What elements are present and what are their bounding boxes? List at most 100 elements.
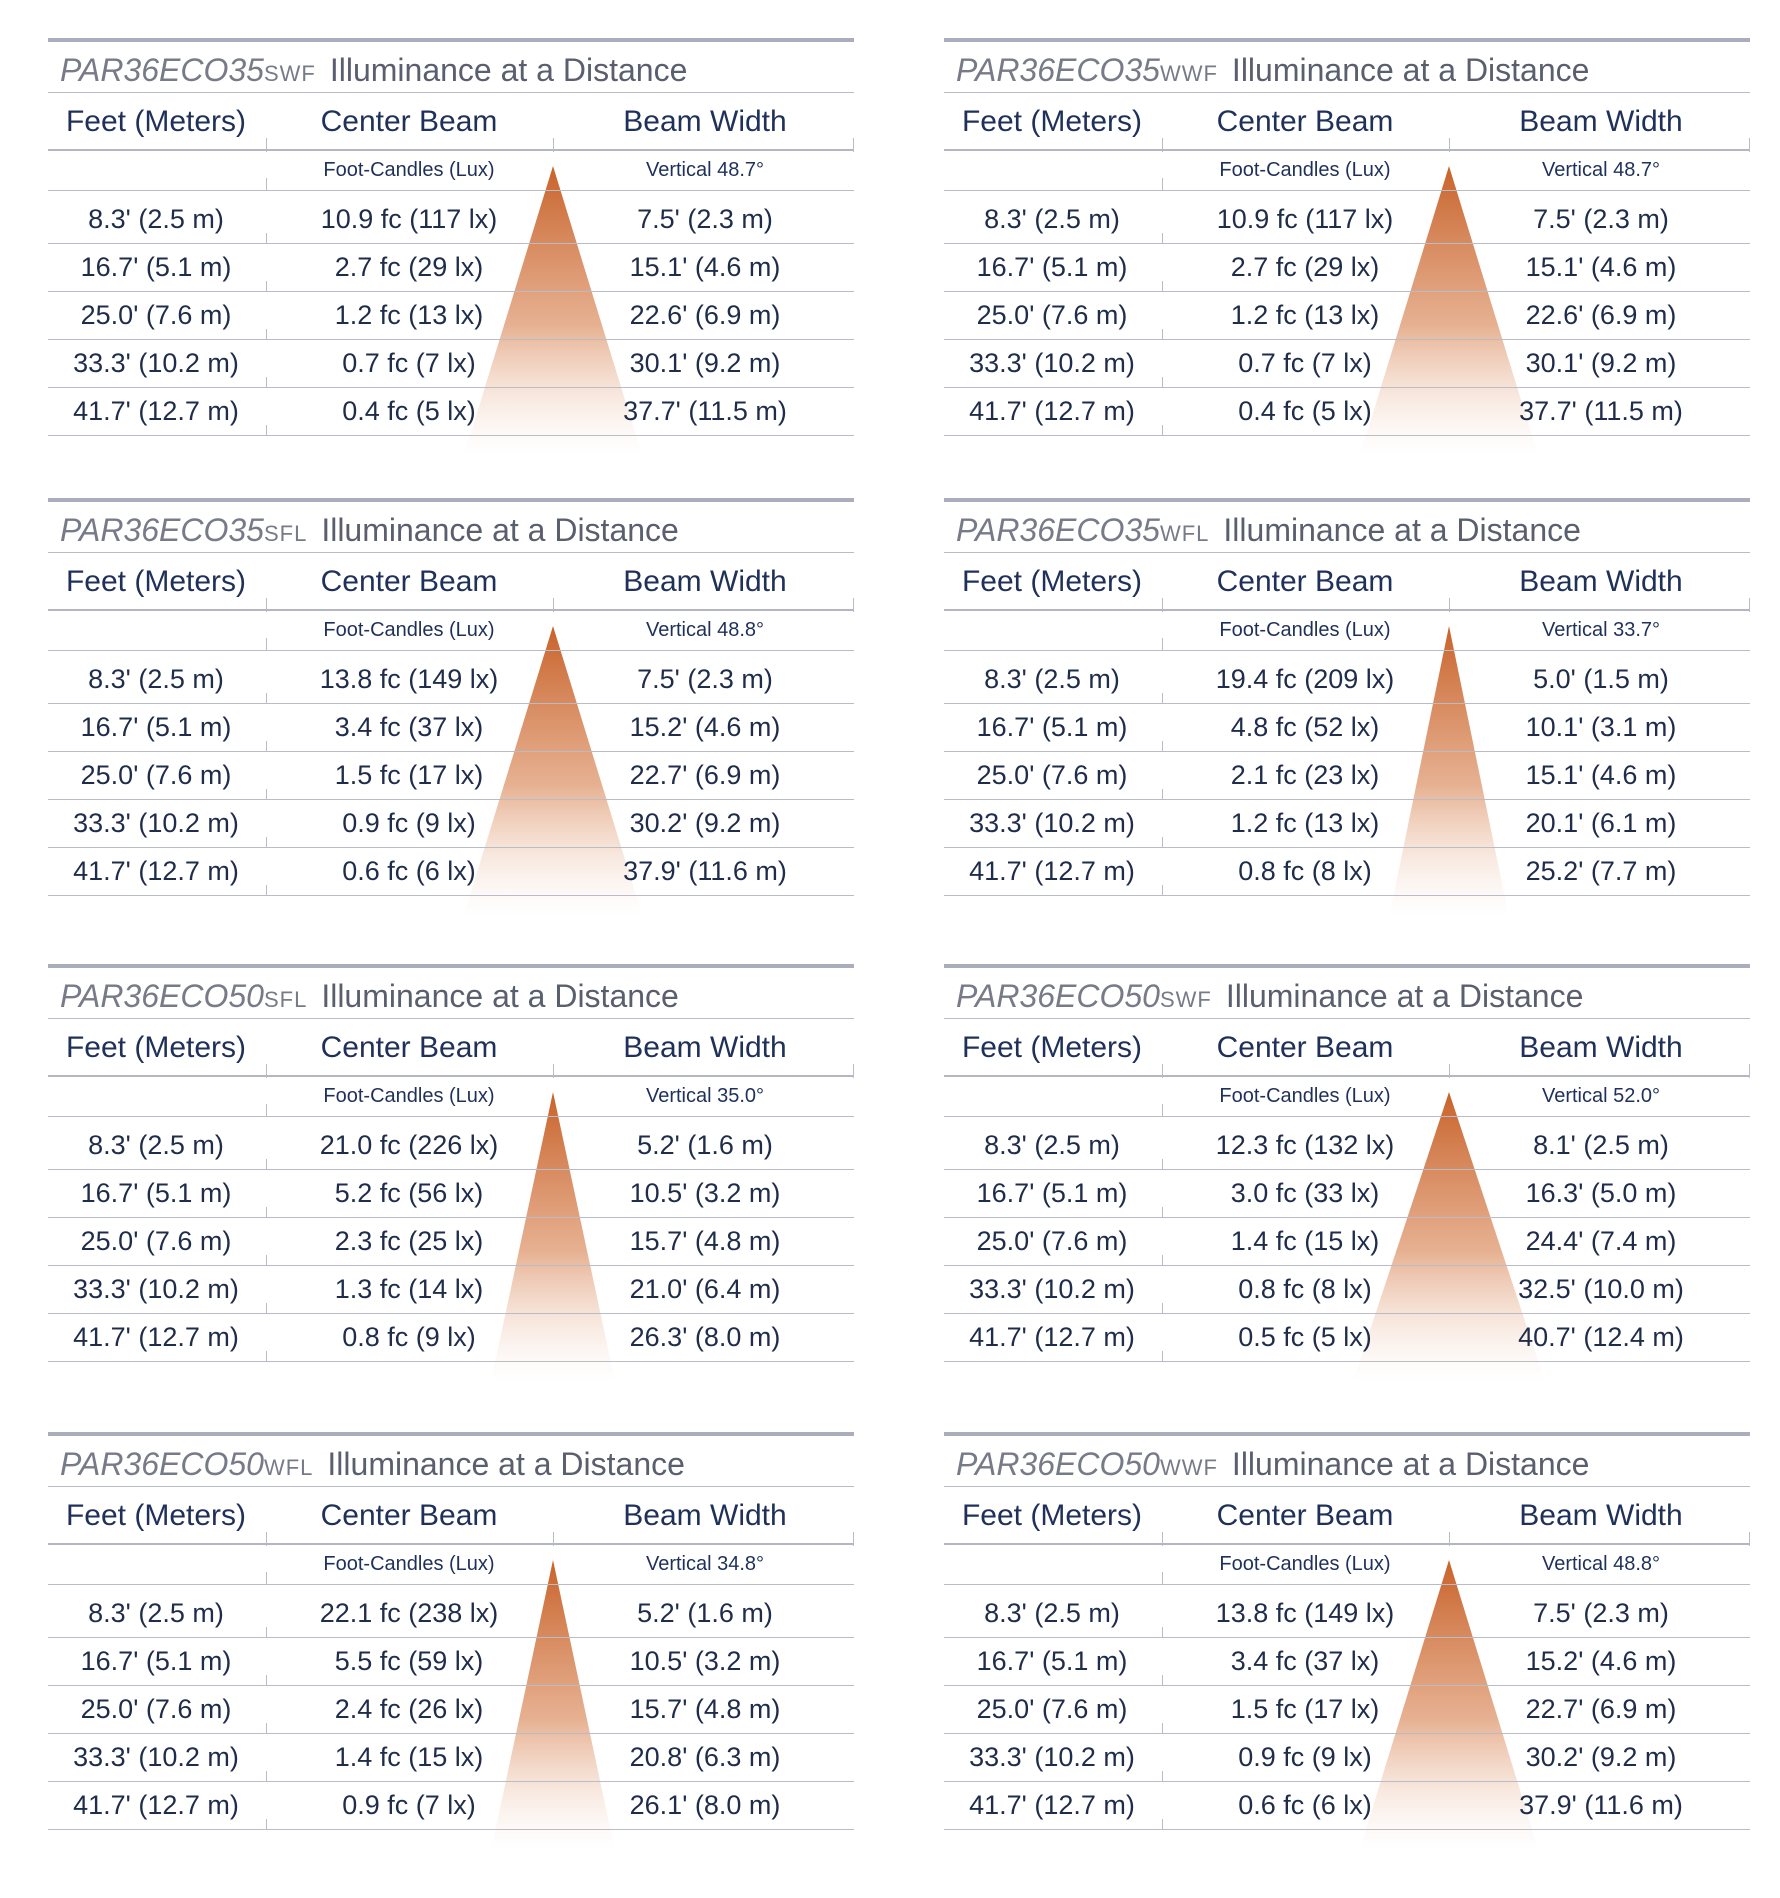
row-rule [48, 799, 854, 800]
column-divider [1162, 377, 1163, 387]
panel-top-rule [48, 38, 854, 42]
column-divider [1162, 1627, 1163, 1637]
header-rule [48, 1075, 854, 1077]
column-divider [266, 1064, 267, 1078]
column-divider [1162, 425, 1163, 435]
header-distance: Feet (Meters) [961, 105, 1143, 138]
illuminance-panel: PAR36ECO35WFL Illuminance at a Distance F… [944, 498, 1750, 920]
column-divider [266, 1351, 267, 1361]
row-rule [944, 799, 1750, 800]
column-divider [1162, 741, 1163, 751]
header-rule [944, 149, 1750, 151]
column-divider [1162, 1572, 1163, 1584]
title-rule [944, 1486, 1750, 1487]
column-divider [266, 1255, 267, 1265]
illuminance-panel: PAR36ECO35SWF Illuminance at a Distance F… [48, 38, 854, 460]
center-beam-cell: 0.7 fc (7 lx) [342, 348, 476, 378]
distance-cell: 16.7' (5.1 m) [80, 712, 232, 742]
distance-cell: 41.7' (12.7 m) [73, 1790, 239, 1820]
beam-width-cell: 26.3' (8.0 m) [629, 1322, 781, 1352]
column-divider [266, 1207, 267, 1217]
column-divider [266, 1532, 267, 1546]
row-rule [944, 387, 1750, 388]
distance-cell: 16.7' (5.1 m) [976, 252, 1128, 282]
row-rule [944, 1733, 1750, 1734]
beam-width-cell: 30.2' (9.2 m) [629, 808, 781, 838]
row-rule [944, 1217, 1750, 1218]
column-divider [1162, 1303, 1163, 1313]
column-divider [1162, 1532, 1163, 1546]
beam-width-cell: 5.2' (1.6 m) [637, 1598, 773, 1628]
beam-width-cell: 10.5' (3.2 m) [629, 1178, 781, 1208]
center-beam-cell: 13.8 fc (149 lx) [1215, 1598, 1395, 1628]
panel-top-rule [944, 964, 1750, 968]
beam-width-cell: 15.7' (4.8 m) [629, 1226, 781, 1256]
beam-width-cell: 37.9' (11.6 m) [1519, 1790, 1683, 1820]
row-rule [48, 243, 854, 244]
row-rule [48, 1265, 854, 1266]
column-divider [266, 138, 267, 152]
panel-title: PAR36ECO50WWF Illuminance at a Distance [956, 1442, 1589, 1486]
center-beam-cell: 10.9 fc (117 lx) [320, 204, 498, 234]
column-divider [553, 598, 554, 612]
column-divider [266, 885, 267, 895]
column-divider [553, 1064, 554, 1078]
panel-title: PAR36ECO50SFL Illuminance at a Distance [60, 974, 679, 1018]
distance-cell: 33.3' (10.2 m) [969, 1274, 1135, 1304]
header-distance: Feet (Meters) [65, 1031, 247, 1064]
panel-top-rule [944, 1432, 1750, 1436]
center-beam-cell: 0.4 fc (5 lx) [342, 396, 476, 426]
row-rule [944, 1313, 1750, 1314]
column-divider [266, 425, 267, 435]
model-name: PAR36ECO35 [956, 512, 1160, 548]
beam-triangle [1359, 166, 1539, 456]
vertical-angle-label: Vertical 48.8° [1541, 1553, 1661, 1575]
beam-width-cell: 20.8' (6.3 m) [629, 1742, 781, 1772]
center-beam-cell: 2.3 fc (25 lx) [334, 1226, 484, 1256]
column-divider [266, 281, 267, 291]
header-distance: Feet (Meters) [65, 565, 247, 598]
distance-cell: 25.0' (7.6 m) [976, 760, 1128, 790]
distance-cell: 8.3' (2.5 m) [88, 1130, 224, 1160]
model-suffix: SFL [263, 521, 308, 546]
column-divider [1162, 138, 1163, 152]
column-divider [266, 1104, 267, 1116]
header-beam-width: Beam Width [1519, 565, 1683, 598]
beam-cone [1352, 1092, 1546, 1382]
title-rule [48, 1486, 854, 1487]
distance-cell: 33.3' (10.2 m) [73, 348, 239, 378]
panel-title: PAR36ECO35WWF Illuminance at a Distance [956, 48, 1589, 92]
beam-triangle [1352, 1092, 1546, 1382]
row-rule [48, 1733, 854, 1734]
center-beam-cell: 0.4 fc (5 lx) [1238, 396, 1372, 426]
header-rule [48, 1543, 854, 1545]
column-divider [1162, 638, 1163, 650]
beam-width-cell: 5.2' (1.6 m) [637, 1130, 773, 1160]
header-beam-width: Beam Width [623, 1499, 787, 1532]
model-name: PAR36ECO35 [956, 52, 1160, 88]
row-rule [48, 1637, 854, 1638]
center-beam-cell: 2.1 fc (23 lx) [1230, 760, 1380, 790]
center-beam-cell: 0.6 fc (6 lx) [342, 856, 476, 886]
column-divider [1449, 138, 1450, 152]
row-rule [48, 435, 854, 436]
column-divider [1162, 1255, 1163, 1265]
row-rule [944, 435, 1750, 436]
row-rule [48, 703, 854, 704]
row-rule [48, 291, 854, 292]
center-unit-label: Foot-Candles (Lux) [1219, 1085, 1391, 1107]
beam-width-cell: 32.5' (10.0 m) [1518, 1274, 1684, 1304]
row-rule [48, 751, 854, 752]
distance-cell: 25.0' (7.6 m) [80, 1226, 232, 1256]
center-beam-cell: 0.8 fc (8 lx) [1238, 1274, 1372, 1304]
beam-cone [1389, 626, 1509, 916]
distance-cell: 16.7' (5.1 m) [976, 1646, 1128, 1676]
column-divider [266, 1771, 267, 1781]
distance-cell: 25.0' (7.6 m) [80, 1694, 232, 1724]
center-beam-cell: 4.8 fc (52 lx) [1230, 712, 1380, 742]
vertical-angle-label: Vertical 35.0° [645, 1085, 765, 1107]
beam-width-cell: 21.0' (6.4 m) [629, 1274, 781, 1304]
center-unit-label: Foot-Candles (Lux) [1219, 159, 1391, 181]
distance-cell: 33.3' (10.2 m) [73, 1274, 239, 1304]
subheader-rule [944, 1584, 1750, 1585]
